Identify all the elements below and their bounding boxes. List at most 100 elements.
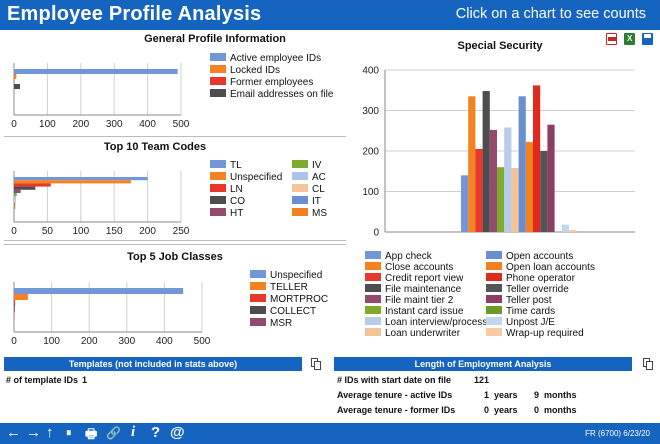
bar-instant-card-issue <box>497 167 505 232</box>
info-icon[interactable]: i <box>131 424 136 440</box>
help-icon[interactable]: ? <box>151 424 161 441</box>
legend-swatch <box>365 306 381 315</box>
bar-credit-report-view <box>475 148 483 232</box>
tick-label: 200 <box>362 147 379 158</box>
legend-swatch <box>365 284 381 293</box>
legend-swatch <box>210 184 226 193</box>
legend-swatch <box>486 328 502 337</box>
legend-label: Credit report view <box>385 273 464 284</box>
legend-label: Teller override <box>506 284 569 295</box>
separator <box>4 136 346 137</box>
special-security-chart[interactable]: 0 100 200 300 400 <box>355 60 645 240</box>
version-text: FR (6700) 6/23/20 <box>585 429 650 438</box>
tick-label: 300 <box>106 119 123 130</box>
legend-swatch <box>210 53 226 62</box>
legend-swatch <box>210 77 226 86</box>
bar-collect <box>14 306 15 312</box>
bar-open-loan-accounts <box>525 142 533 232</box>
legend-swatch <box>365 251 381 260</box>
legend-swatch <box>250 306 266 315</box>
bar-app-check <box>461 175 469 232</box>
legend-item: CL <box>292 184 325 195</box>
back-arrow-icon[interactable]: ← <box>6 424 21 441</box>
legend-swatch <box>486 295 502 304</box>
tick-label: 400 <box>139 119 156 130</box>
legend-label: Unspecified <box>230 172 283 183</box>
years-unit: years <box>494 390 518 400</box>
months-unit: months <box>544 405 577 415</box>
legend-swatch <box>210 160 226 169</box>
employment-panel-header: Length of Employment Analysis <box>334 357 632 371</box>
tick-label: 100 <box>43 336 60 346</box>
link-icon[interactable]: 🔗 <box>106 426 121 440</box>
bar-tl <box>14 177 148 181</box>
bar-loan-interview-process <box>504 127 512 232</box>
tick-label: 300 <box>118 336 135 346</box>
footer-bar: ← → ↑ ⏸ 🖶 🔗 i ? @ FR (6700) 6/23/20 <box>0 423 660 444</box>
legend-item: Unspecified <box>210 172 282 183</box>
legend-swatch <box>250 282 266 291</box>
teamcodes-chart-title: Top 10 Team Codes <box>103 141 207 153</box>
copy-icon[interactable] <box>311 358 322 370</box>
legend-item: Unspecified <box>250 270 322 281</box>
legend-item: HT <box>210 208 243 219</box>
legend-label: LN <box>230 184 243 195</box>
legend-item: Time cards <box>486 306 555 317</box>
former-months-value: 0 <box>534 405 540 415</box>
bar-teller-post <box>547 124 555 232</box>
legend-label: HT <box>230 208 244 219</box>
legend-item: Active employee IDs <box>210 53 321 64</box>
tick-label: 0 <box>11 119 17 130</box>
template-ids-value: 1 <box>82 375 88 385</box>
tick-label: 500 <box>173 119 190 130</box>
legend-label: File maint tier 2 <box>385 295 454 306</box>
legend-swatch <box>292 160 308 169</box>
legend-swatch <box>486 317 502 326</box>
job-classes-chart[interactable]: 0 100 200 300 400 500 <box>0 264 215 346</box>
legend-swatch <box>486 273 502 282</box>
bar-iv <box>14 193 17 197</box>
legend-swatch <box>365 273 381 282</box>
team-codes-chart[interactable]: 0 50 100 150 200 250 <box>0 154 205 236</box>
legend-swatch <box>292 196 308 205</box>
header-bar: Employee Profile Analysis Click on a cha… <box>0 0 660 30</box>
bar-cl <box>14 199 17 203</box>
template-ids-label: # of template IDs <box>6 375 79 385</box>
legend-item: MORTPROC <box>250 294 328 305</box>
email-icon[interactable]: @ <box>170 424 185 441</box>
legend-item: Teller post <box>486 295 552 306</box>
active-years-value: 1 <box>484 390 490 400</box>
legend-item: File maintenance <box>365 284 461 295</box>
jobclasses-chart-title: Top 5 Job Classes <box>127 251 223 263</box>
general-profile-chart[interactable]: 0 100 200 300 400 500 <box>0 46 205 132</box>
legend-item: TL <box>210 160 242 171</box>
excel-icon[interactable]: X <box>624 33 635 45</box>
legend-label: Time cards <box>506 306 556 317</box>
tick-label: 200 <box>139 226 156 236</box>
legend-swatch <box>250 294 266 303</box>
legend-swatch <box>250 270 266 279</box>
security-chart-title: Special Security <box>457 40 543 52</box>
forward-arrow-icon[interactable]: → <box>26 424 41 441</box>
separator <box>4 244 346 245</box>
copy-icon[interactable] <box>643 358 654 370</box>
up-arrow-icon[interactable]: ↑ <box>46 424 54 441</box>
legend-item: COLLECT <box>250 306 316 317</box>
legend-item: Unpost J/E <box>486 317 555 328</box>
bar-ht <box>14 189 21 193</box>
print-icon[interactable]: 🖶 <box>85 426 98 441</box>
former-years-value: 0 <box>484 405 490 415</box>
tick-label: 100 <box>39 119 56 130</box>
pdf-icon[interactable] <box>606 33 617 45</box>
tick-label: 0 <box>373 228 379 239</box>
bar-active-employee-ids <box>14 69 178 74</box>
legend-swatch <box>292 172 308 181</box>
legend-label: Locked IDs <box>230 65 281 76</box>
save-icon[interactable] <box>642 33 653 45</box>
legend-item: Instant card issue <box>365 306 463 317</box>
legend-label: Former employees <box>230 77 314 88</box>
pause-icon[interactable]: ⏸ <box>66 427 72 439</box>
tick-label: 0 <box>11 336 17 346</box>
bar-it <box>14 202 16 206</box>
